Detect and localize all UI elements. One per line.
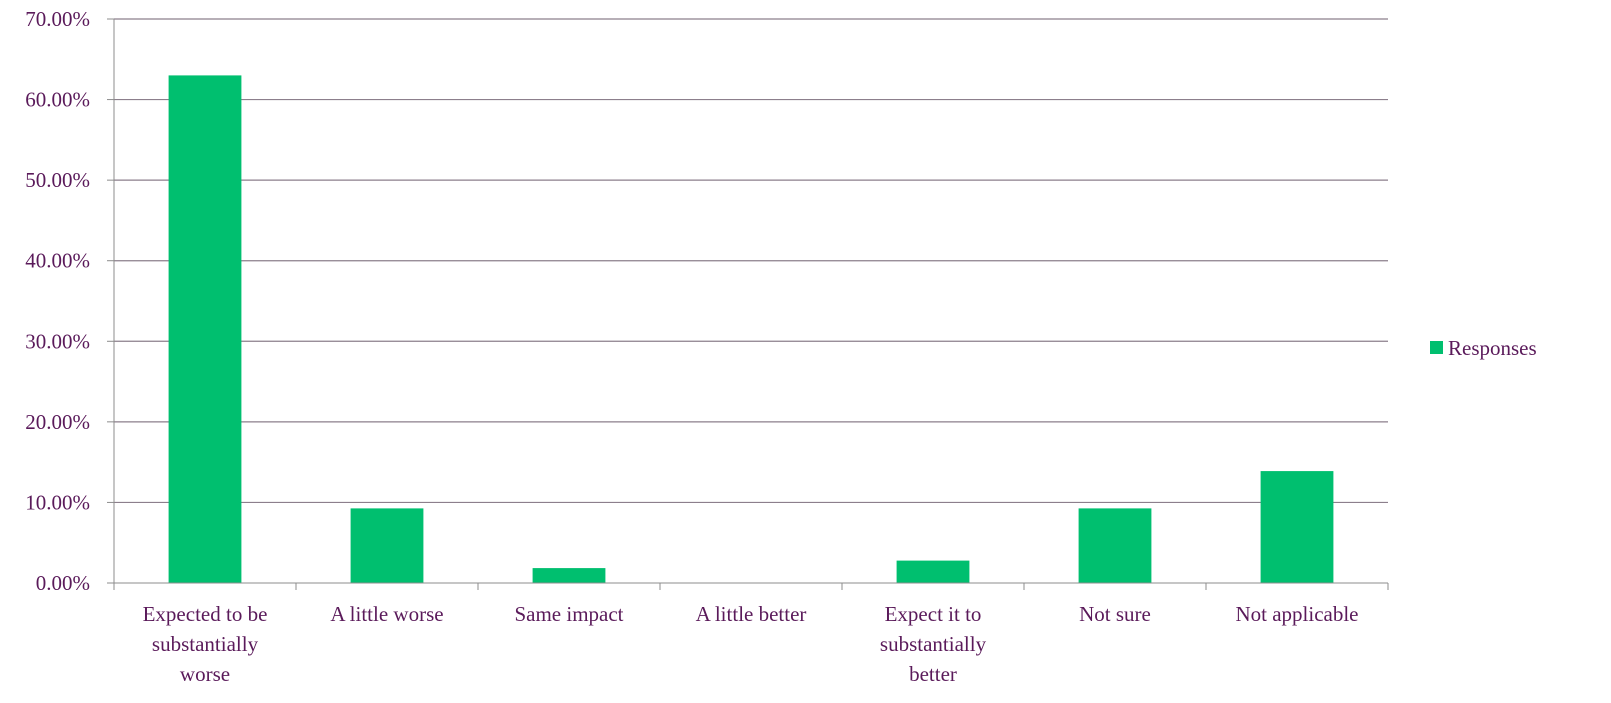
legend-label: Responses bbox=[1448, 336, 1537, 360]
y-axis-tick-labels: 0.00% 10.00% 20.00% 30.00% 40.00% 50.00% 60.00… bbox=[25, 7, 114, 595]
x-category-label-line: Expect it to bbox=[885, 602, 982, 626]
x-category-label: Not sure bbox=[1079, 602, 1151, 626]
y-tick-label: 50.00% bbox=[25, 168, 90, 192]
y-tick-label: 60.00% bbox=[25, 88, 90, 112]
y-tick-label: 0.00% bbox=[36, 571, 90, 595]
x-category-label-line: Not applicable bbox=[1235, 602, 1358, 626]
x-category-label: Same impact bbox=[514, 602, 623, 626]
bar bbox=[532, 568, 606, 583]
y-tick-label: 30.00% bbox=[25, 329, 90, 353]
legend: Responses bbox=[1430, 336, 1537, 360]
y-tick-label: 40.00% bbox=[25, 249, 90, 273]
bar bbox=[1078, 508, 1152, 583]
x-category-label-line: Expected to be bbox=[143, 602, 268, 626]
x-category-label: A little better bbox=[696, 602, 807, 626]
bar bbox=[896, 560, 970, 583]
x-category-label-line: Same impact bbox=[514, 602, 623, 626]
x-category-label: Expected to be substantially worse bbox=[143, 602, 268, 686]
y-tick-label: 10.00% bbox=[25, 490, 90, 514]
x-category-label-line: worse bbox=[180, 662, 230, 686]
x-category-label-line: substantially bbox=[880, 632, 987, 656]
x-category-label-line: Not sure bbox=[1079, 602, 1151, 626]
gridlines bbox=[114, 18, 1388, 504]
x-axis-category-labels: Expected to be substantially worse A little… bbox=[143, 602, 1359, 686]
axes bbox=[113, 19, 1389, 590]
x-category-label: Expect it to substantially better bbox=[880, 602, 987, 686]
bar bbox=[1260, 471, 1334, 583]
bars bbox=[168, 75, 1334, 584]
bar bbox=[168, 75, 242, 584]
x-category-label: A little worse bbox=[330, 602, 443, 626]
x-category-label-line: better bbox=[909, 662, 957, 686]
y-tick-label: 70.00% bbox=[25, 7, 90, 31]
x-category-label: Not applicable bbox=[1235, 602, 1358, 626]
x-category-label-line: A little worse bbox=[330, 602, 443, 626]
bar bbox=[350, 508, 424, 583]
x-category-label-line: A little better bbox=[696, 602, 807, 626]
x-category-label-line: substantially bbox=[152, 632, 259, 656]
legend-swatch bbox=[1430, 341, 1443, 354]
y-tick-label: 20.00% bbox=[25, 410, 90, 434]
